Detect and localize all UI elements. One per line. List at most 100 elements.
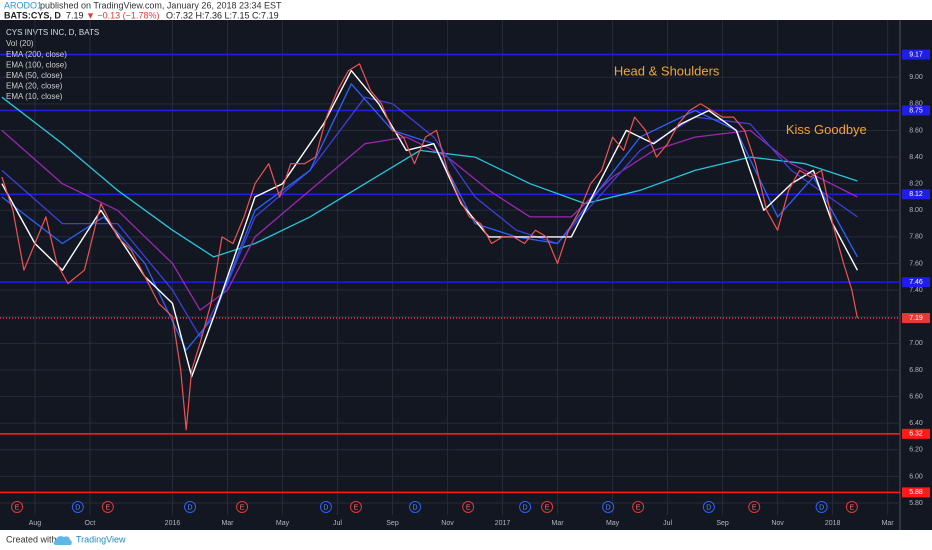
ema-line	[1, 69, 859, 378]
event-label: E	[15, 504, 20, 511]
legend-entry: EMA (20, close)	[6, 82, 63, 91]
event-label: E	[466, 504, 471, 511]
x-tick-label: Mar	[552, 520, 565, 527]
event-label: E	[354, 504, 359, 511]
x-tick-label: 2016	[165, 520, 181, 527]
event-marker	[11, 501, 24, 513]
event-label: D	[75, 504, 80, 511]
event-marker	[845, 501, 858, 513]
legend-entry: EMA (200, close)	[6, 50, 67, 59]
event-marker	[632, 501, 645, 513]
legend-entry: EMA (10, close)	[6, 92, 63, 101]
x-tick-label: Nov	[771, 520, 784, 527]
level-label-box	[902, 313, 930, 324]
x-tick-label: Jul	[333, 520, 342, 527]
event-marker	[409, 501, 422, 513]
logo	[53, 536, 72, 545]
y-tick-label: 5.80	[909, 500, 923, 507]
event-marker	[748, 501, 761, 513]
x-tick-label: Mar	[882, 520, 895, 527]
annotation: Head & Shoulders	[614, 63, 720, 78]
level-label: 9.17	[909, 51, 923, 58]
y-tick-label: 6.80	[909, 367, 923, 374]
event-label: D	[706, 504, 711, 511]
y-tick-label: 8.80	[909, 101, 923, 108]
x-tick-label: Mar	[221, 520, 234, 527]
ema-line	[1, 129, 858, 311]
level-label-box	[902, 189, 930, 200]
footer-created: Created with	[6, 534, 57, 544]
event-marker	[319, 501, 332, 513]
level-label-box	[902, 487, 930, 498]
legend-entry: Vol (20)	[6, 39, 34, 48]
published: published on TradingView.com, January 26…	[40, 0, 282, 10]
y-tick-label: 6.40	[909, 420, 923, 427]
y-tick-label: 8.60	[909, 127, 923, 134]
event-label: E	[850, 504, 855, 511]
event-marker	[702, 501, 715, 513]
y-tick-label: 7.00	[909, 340, 923, 347]
level-label: 5.88	[909, 489, 923, 496]
y-tick-label: 8.40	[909, 154, 923, 161]
event-marker	[541, 501, 554, 513]
event-marker	[602, 501, 615, 513]
x-tick-label: May	[276, 520, 290, 527]
legend-entry: EMA (100, close)	[6, 61, 67, 70]
price-line	[1, 63, 858, 431]
event-label: D	[606, 504, 611, 511]
chart-title: CYS INVTS INC, D, BATS	[6, 28, 99, 37]
y-tick-label: 8.20	[909, 181, 923, 188]
ema-line	[1, 96, 858, 338]
x-tick-label: Nov	[441, 520, 454, 527]
event-marker	[462, 501, 475, 513]
level-label-box	[902, 105, 930, 116]
x-tick-label: Sep	[716, 520, 729, 527]
y-tick-label: 6.20	[909, 447, 923, 454]
y-tick-label: 9.00	[909, 74, 923, 81]
y-tick-label: 6.60	[909, 393, 923, 400]
x-tick-label: 2017	[495, 520, 511, 527]
event-marker	[349, 501, 362, 513]
level-label-box	[902, 49, 930, 60]
event-marker	[101, 501, 114, 513]
level-label-box	[902, 277, 930, 288]
ohlc: O:7.32 H:7.36 L:7.15 C:7.19	[166, 10, 279, 20]
footer-brand: TradingView	[76, 534, 126, 544]
level-label: 6.32	[909, 431, 923, 438]
event-marker	[184, 501, 197, 513]
last-price: 7.19	[66, 10, 84, 20]
event-label: E	[105, 504, 110, 511]
event-marker	[71, 501, 84, 513]
publisher: ARODO1	[4, 0, 42, 10]
event-marker	[236, 501, 249, 513]
y-tick-label: 8.00	[909, 207, 923, 214]
plot-background	[0, 20, 932, 530]
event-label: D	[188, 504, 193, 511]
y-tick-label: 7.60	[909, 260, 923, 267]
y-tick-label: 6.00	[909, 473, 923, 480]
symbol: BATS:CYS, D	[4, 10, 61, 20]
event-label: D	[819, 504, 824, 511]
annotation: Kiss Goodbye	[786, 122, 867, 137]
level-label: 8.12	[909, 191, 923, 198]
x-tick-label: May	[606, 520, 620, 527]
level-label: 7.19	[909, 315, 923, 322]
price-change: ▼ −0.13 (−1.78%)	[86, 10, 159, 20]
level-label: 8.75	[909, 107, 923, 114]
event-label: E	[636, 504, 641, 511]
x-tick-label: Sep	[386, 520, 399, 527]
event-label: D	[323, 504, 328, 511]
event-marker	[519, 501, 532, 513]
level-label: 7.46	[909, 279, 923, 286]
x-tick-label: 2018	[825, 520, 841, 527]
y-tick-label: 7.80	[909, 234, 923, 241]
event-label: E	[752, 504, 757, 511]
legend-entry: EMA (50, close)	[6, 71, 63, 80]
x-tick-label: Aug	[29, 520, 42, 527]
event-label: D	[413, 504, 418, 511]
event-label: E	[240, 504, 245, 511]
y-tick-label: 7.40	[909, 287, 923, 294]
event-label: D	[523, 504, 528, 511]
event-marker	[815, 501, 828, 513]
